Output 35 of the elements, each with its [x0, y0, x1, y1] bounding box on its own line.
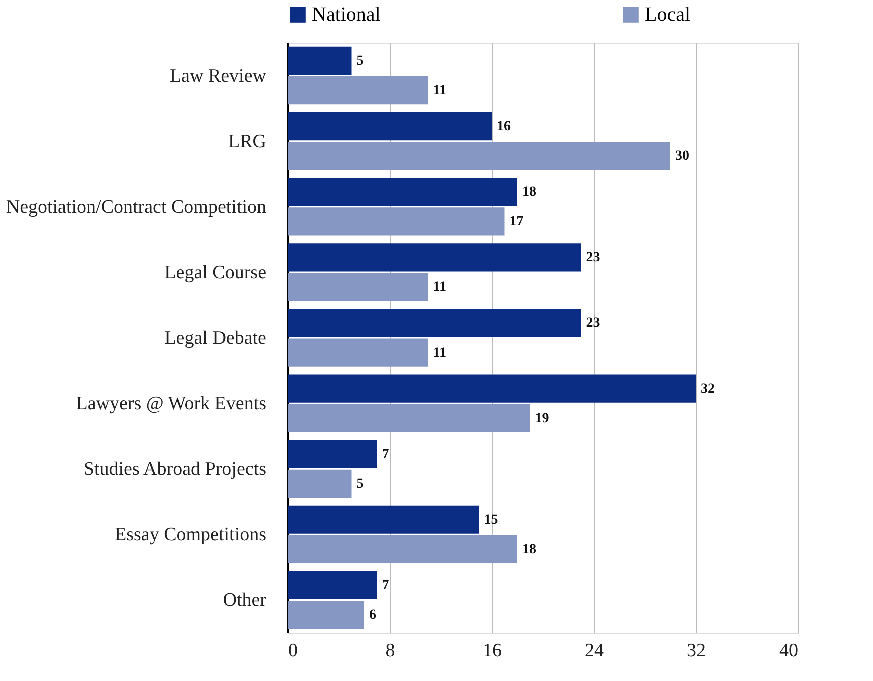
x-tick-label: 8: [386, 640, 396, 662]
y-tick-label: Law Review: [170, 66, 267, 87]
y-tick-label: LRG: [228, 131, 267, 152]
y-tick-label: Lawyers @ Work Events: [76, 394, 266, 415]
x-tick-label: 16: [483, 640, 502, 662]
data-label: 7: [382, 447, 390, 462]
data-label: 23: [586, 250, 600, 266]
x-tick-label: 32: [687, 640, 706, 662]
data-label: 30: [676, 149, 690, 164]
y-tick-label: Negotiation/Contract Competition: [6, 196, 267, 218]
data-label: 19: [535, 411, 550, 426]
data-label: 5: [356, 54, 364, 69]
y-tick-label: Studies Abroad Projects: [84, 459, 266, 480]
data-label: 15: [484, 512, 498, 528]
data-label: 11: [433, 84, 446, 99]
y-tick-label: Other: [223, 590, 268, 612]
data-label: 7: [382, 578, 390, 594]
x-tick-label: 40: [780, 640, 798, 662]
data-label: 11: [433, 346, 446, 361]
x-tick-label: 24: [585, 640, 604, 662]
x-tick-label: 0: [288, 640, 298, 662]
data-label: 18: [522, 185, 536, 200]
data-label: 18: [522, 542, 536, 558]
y-tick-label: Legal Course: [164, 262, 266, 284]
legend-label: National: [312, 4, 382, 26]
y-tick-label: Legal Debate: [164, 328, 266, 349]
data-label: 17: [510, 214, 524, 230]
y-tick-label: Essay Competitions: [115, 524, 266, 546]
data-label: 11: [433, 280, 446, 296]
legend-label: Local: [645, 4, 691, 26]
data-label: 5: [356, 476, 364, 492]
data-label: 16: [497, 120, 511, 135]
data-label: 23: [586, 316, 600, 332]
data-label: 32: [701, 382, 715, 397]
data-label: 6: [370, 608, 376, 624]
